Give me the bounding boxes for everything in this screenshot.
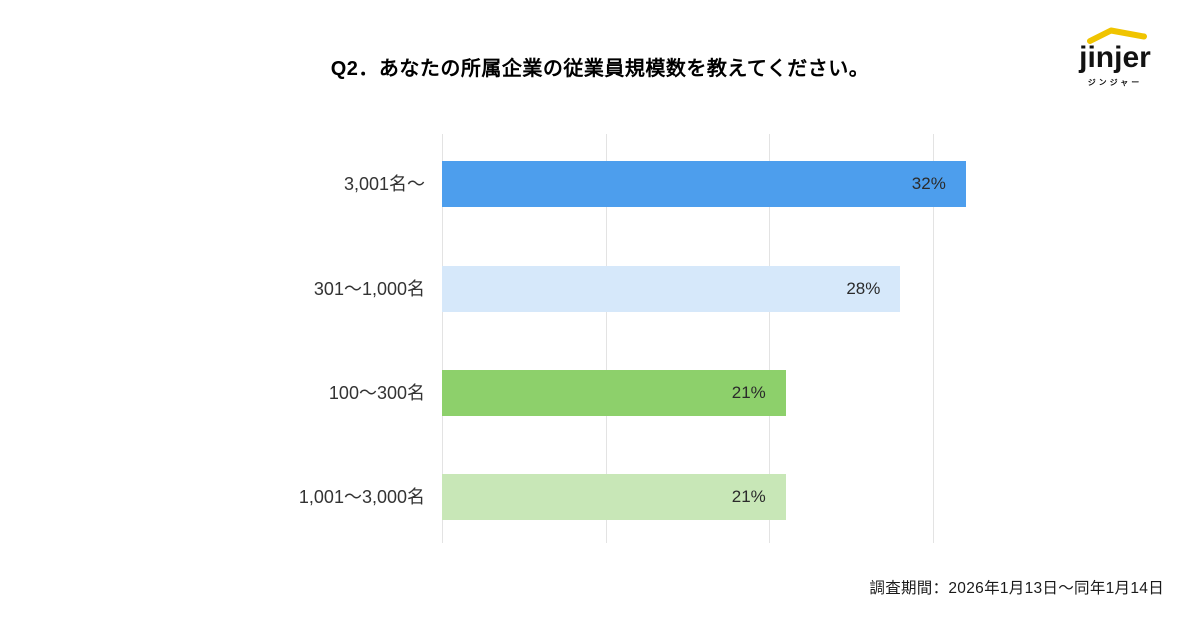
category-label: 100〜300名	[328, 383, 425, 403]
jinjer-logo: jinjer ジンジャー	[1060, 27, 1170, 88]
survey-period-note: 調査期間：2026年1月13日〜同年1月14日	[869, 580, 1164, 597]
bar-value-label: 28%	[846, 279, 881, 298]
jinjer-logo-mark	[1087, 27, 1147, 44]
bar-value-label: 21%	[731, 383, 766, 402]
jinjer-logo-subtext: ジンジャー	[1087, 78, 1143, 87]
category-label: 3,001名〜	[343, 174, 425, 194]
bar-value-label: 32%	[911, 174, 946, 193]
jinjer-logo-text: jinjer	[1079, 41, 1151, 74]
category-label: 301〜1,000名	[313, 279, 425, 299]
bar-value-label: 21%	[731, 487, 766, 506]
gridline	[605, 134, 607, 543]
gridline	[769, 134, 771, 543]
bar: 21%	[442, 474, 786, 520]
gridline	[442, 134, 443, 543]
bar: 32%	[442, 161, 966, 207]
gridline	[933, 134, 935, 543]
bar: 28%	[442, 266, 901, 312]
category-label: 1,001〜3,000名	[298, 487, 425, 507]
chart-title: Q2．あなたの所属企業の従業員規模数を教えてください。	[330, 58, 870, 80]
bar: 21%	[442, 370, 786, 416]
